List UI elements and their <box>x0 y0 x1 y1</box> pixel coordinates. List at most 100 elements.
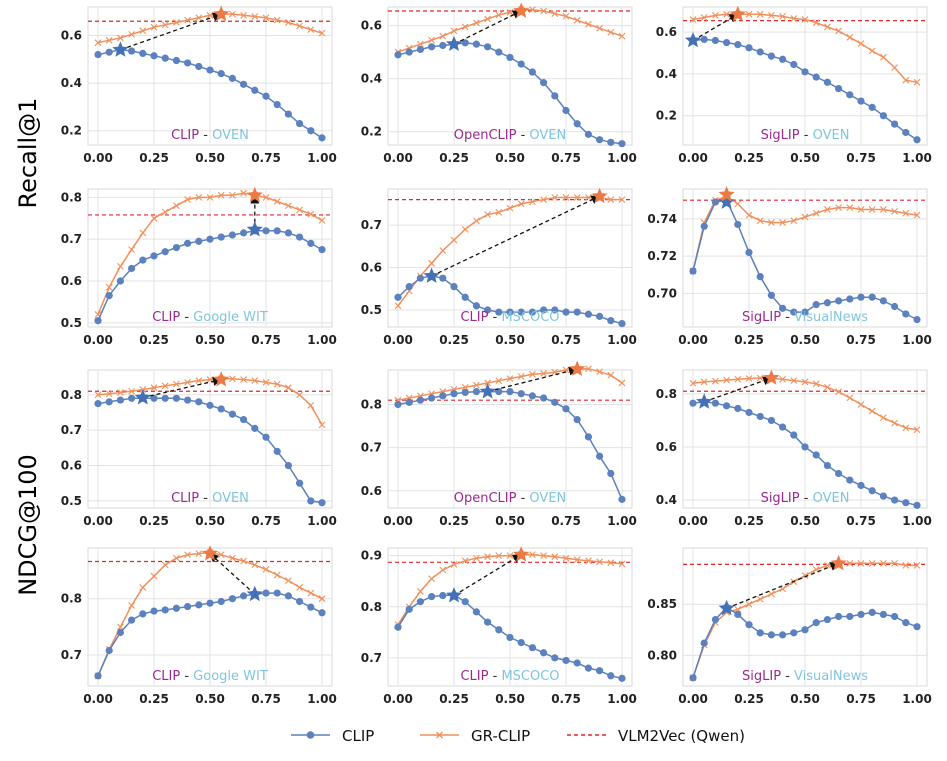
clip-point <box>461 39 469 47</box>
panel-separator: - <box>516 128 529 143</box>
clip-point <box>528 644 537 652</box>
clip-point <box>745 44 753 52</box>
clip-point <box>105 48 113 56</box>
clip-point <box>251 86 259 94</box>
clip-point <box>139 49 147 57</box>
grclip-point <box>273 571 281 579</box>
chart-panel-12: 0.00 0.25 0.50 0.75 1.00 0.80 0.85 SigLIP - Vis… <box>647 547 932 706</box>
clip-point <box>296 119 304 128</box>
y-tick-label: 0.4 <box>361 72 382 86</box>
grclip-point <box>128 246 135 254</box>
grclip-point <box>913 211 921 219</box>
x-tick-label: 0.75 <box>251 692 281 706</box>
clip-point <box>562 405 570 413</box>
legend-item-clip: CLIP <box>291 727 374 745</box>
clip-point <box>551 398 559 406</box>
x-tick-label: 0.25 <box>439 333 469 347</box>
clip-point <box>801 308 809 316</box>
x-tick-label: 0.00 <box>678 333 708 347</box>
grclip-point <box>562 12 570 20</box>
grclip-point <box>506 204 514 212</box>
panel-model: CLIP <box>460 310 488 325</box>
grclip-point <box>394 302 402 310</box>
grclip-point <box>712 11 719 19</box>
clip-point <box>812 451 820 459</box>
clip-point <box>767 416 776 425</box>
clip-point <box>184 396 192 404</box>
clip-point <box>517 308 525 316</box>
clip-point <box>540 394 548 402</box>
y-tick-label: 0.6 <box>61 29 82 43</box>
panel-dataset: MSCOCO <box>501 310 559 325</box>
x-tick-label: 1.00 <box>902 333 932 347</box>
clip-point <box>779 423 787 431</box>
clip-point <box>150 394 158 402</box>
panel-title: SigLIP - VisualNews <box>742 669 868 684</box>
clip-point <box>913 501 921 509</box>
y-tick-label: 0.85 <box>647 597 677 611</box>
clip-point <box>450 390 458 398</box>
clip-point <box>823 78 832 86</box>
grclip-point <box>540 370 547 377</box>
grclip-point <box>551 553 559 561</box>
y-tick-label: 0.2 <box>61 124 82 138</box>
grclip-point <box>173 554 180 562</box>
clip-point <box>296 233 304 241</box>
y-tick-label: 0.7 <box>361 441 382 455</box>
grclip-point <box>495 552 503 560</box>
grclip-point <box>94 39 102 47</box>
grclip-point <box>585 557 592 565</box>
grclip-point <box>307 26 315 33</box>
grclip-point <box>551 10 559 18</box>
clip-point <box>318 499 326 507</box>
panel-model: CLIP <box>152 669 180 684</box>
clip-best-star <box>423 267 440 283</box>
grclip-point <box>473 217 480 225</box>
grclip-point <box>285 19 292 26</box>
clip-point <box>584 664 593 672</box>
clip-point <box>495 48 503 56</box>
clip-point <box>868 487 876 495</box>
panel-model: OpenCLIP <box>454 128 517 143</box>
clip-point <box>823 299 832 307</box>
clip-point <box>484 43 492 51</box>
clip-point <box>416 598 424 606</box>
clip-point <box>262 92 270 100</box>
clip-point <box>528 68 537 76</box>
x-tick-label: 1.00 <box>607 151 637 165</box>
chart-panel-8: 0.00 0.25 0.50 0.75 1.00 0.6 0.7 0.8 OpenCLIP - … <box>361 360 637 528</box>
panel-model: CLIP <box>152 310 180 325</box>
clip-point <box>517 390 525 398</box>
improvement-arrow <box>120 12 223 51</box>
clip-point <box>273 100 281 109</box>
grclip-point <box>891 419 898 427</box>
panel-separator: - <box>488 669 501 684</box>
clip-point <box>689 399 697 407</box>
clip-point <box>394 293 402 301</box>
grclip-point <box>868 47 876 55</box>
clip-best-star <box>718 599 735 616</box>
clip-point <box>150 252 158 260</box>
grclip-best-star <box>513 546 530 562</box>
clip-point <box>812 301 820 309</box>
x-tick-label: 1.00 <box>307 333 337 347</box>
grclip-point <box>607 371 615 379</box>
clip-point <box>439 41 447 50</box>
grclip-point <box>824 206 831 213</box>
grclip-point <box>756 595 764 603</box>
grclip-point <box>105 390 113 398</box>
clip-point <box>394 51 402 59</box>
clip-point <box>228 595 236 603</box>
clip-point <box>262 433 270 441</box>
grclip-point <box>689 16 697 23</box>
grclip-point <box>450 27 458 35</box>
y-tick-label: 0.5 <box>61 316 82 330</box>
improvement-arrow <box>209 553 256 595</box>
x-tick-label: 0.75 <box>551 151 581 165</box>
clip-point <box>607 672 615 680</box>
panel-separator: - <box>199 491 212 506</box>
clip-point <box>756 48 764 56</box>
clip-point <box>879 610 888 619</box>
clip-point <box>711 36 720 45</box>
row-label-ndcg: NDCG@100 <box>14 454 42 596</box>
